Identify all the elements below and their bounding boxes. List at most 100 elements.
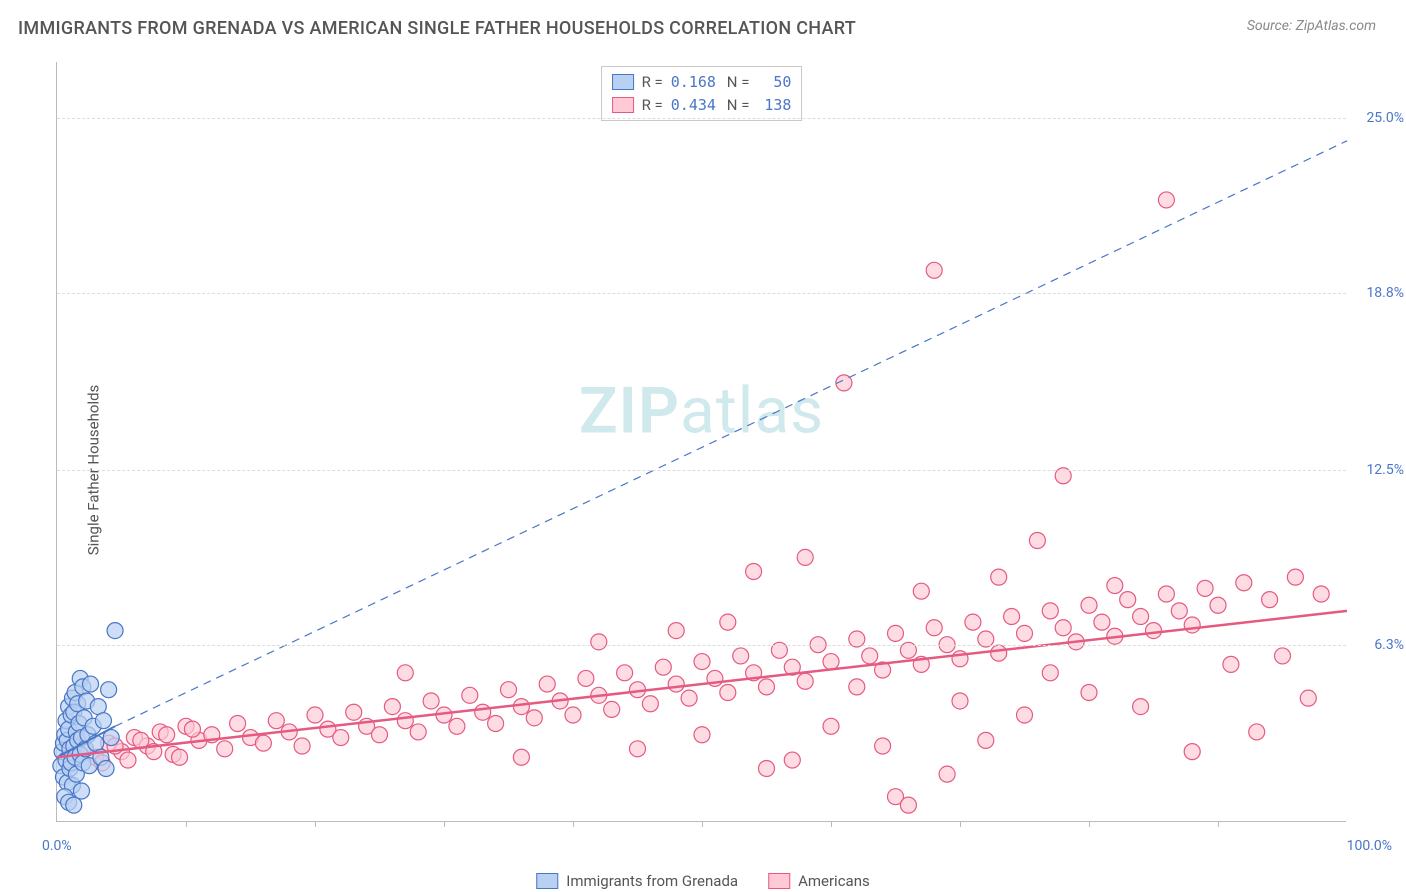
scatter-point-pink	[823, 654, 839, 670]
scatter-point-blue	[95, 713, 111, 729]
scatter-point-blue	[66, 797, 82, 813]
scatter-point-pink	[991, 645, 1007, 661]
scatter-point-pink	[888, 625, 904, 641]
scatter-point-pink	[694, 727, 710, 743]
x-axis-min-label: 0.0%	[42, 838, 72, 854]
source-prefix: Source:	[1247, 18, 1296, 34]
x-axis-max-label: 100.0%	[1347, 838, 1392, 854]
scatter-point-pink	[913, 583, 929, 599]
scatter-point-pink	[1223, 656, 1239, 672]
scatter-point-pink	[1133, 609, 1149, 625]
scatter-point-pink	[120, 752, 136, 768]
x-tick	[960, 821, 961, 827]
y-tick-label: 12.5%	[1354, 462, 1404, 478]
scatter-point-pink	[397, 665, 413, 681]
scatter-point-pink	[159, 727, 175, 743]
scatter-point-pink	[1042, 665, 1058, 681]
scatter-point-pink	[591, 634, 607, 650]
scatter-point-pink	[681, 690, 697, 706]
x-tick	[1089, 821, 1090, 827]
scatter-point-pink	[255, 735, 271, 751]
scatter-point-pink	[372, 727, 388, 743]
scatter-point-pink	[526, 710, 542, 726]
scatter-point-pink	[1197, 580, 1213, 596]
scatter-svg	[57, 62, 1347, 822]
scatter-point-pink	[1055, 620, 1071, 636]
gridline-h	[57, 645, 1346, 646]
scatter-point-pink	[965, 614, 981, 630]
gridline-h	[57, 118, 1346, 119]
scatter-point-pink	[875, 738, 891, 754]
plot-region: ZIPatlas R =0.168N =50R =0.434N =138 6.3…	[56, 62, 1346, 822]
scatter-point-pink	[1017, 625, 1033, 641]
scatter-point-pink	[268, 713, 284, 729]
scatter-point-pink	[1042, 603, 1058, 619]
legend-label: Americans	[798, 872, 870, 890]
scatter-point-pink	[952, 693, 968, 709]
scatter-point-pink	[1107, 578, 1123, 594]
scatter-point-pink	[733, 648, 749, 664]
scatter-point-pink	[694, 654, 710, 670]
scatter-point-pink	[346, 704, 362, 720]
scatter-point-pink	[184, 721, 200, 737]
scatter-point-pink	[1184, 617, 1200, 633]
scatter-point-pink	[410, 724, 426, 740]
scatter-point-pink	[1184, 744, 1200, 760]
legend-swatch	[536, 873, 558, 889]
x-tick	[831, 821, 832, 827]
scatter-point-blue	[98, 761, 114, 777]
scatter-point-pink	[668, 676, 684, 692]
scatter-point-pink	[1133, 699, 1149, 715]
scatter-point-pink	[604, 701, 620, 717]
scatter-point-pink	[720, 614, 736, 630]
scatter-point-pink	[1081, 685, 1097, 701]
scatter-point-pink	[849, 679, 865, 695]
scatter-point-pink	[823, 718, 839, 734]
scatter-point-pink	[900, 797, 916, 813]
scatter-point-pink	[449, 718, 465, 734]
legend-item: Americans	[768, 872, 870, 890]
scatter-point-pink	[630, 741, 646, 757]
scatter-point-pink	[1158, 192, 1174, 208]
chart-area: Single Father Households ZIPatlas R =0.1…	[0, 48, 1406, 892]
scatter-point-pink	[1120, 592, 1136, 608]
y-tick-label: 25.0%	[1354, 110, 1404, 126]
scatter-point-pink	[926, 620, 942, 636]
scatter-point-pink	[172, 749, 188, 765]
legend-swatch	[768, 873, 790, 889]
scatter-point-pink	[759, 679, 775, 695]
scatter-point-pink	[1004, 609, 1020, 625]
series-legend: Immigrants from Grenada Americans	[536, 872, 870, 890]
legend-label: Immigrants from Grenada	[566, 872, 738, 890]
scatter-point-pink	[759, 761, 775, 777]
x-tick	[573, 821, 574, 827]
scatter-point-pink	[423, 693, 439, 709]
source-attribution: Source: ZipAtlas.com	[1247, 18, 1376, 34]
scatter-point-pink	[1171, 603, 1187, 619]
scatter-point-pink	[797, 549, 813, 565]
scatter-point-pink	[668, 623, 684, 639]
x-tick	[444, 821, 445, 827]
scatter-point-blue	[101, 682, 117, 698]
scatter-point-pink	[384, 699, 400, 715]
scatter-point-pink	[1094, 614, 1110, 630]
legend-item: Immigrants from Grenada	[536, 872, 738, 890]
scatter-point-pink	[720, 685, 736, 701]
scatter-point-blue	[83, 676, 99, 692]
scatter-point-pink	[397, 713, 413, 729]
x-tick	[315, 821, 316, 827]
scatter-point-pink	[513, 749, 529, 765]
scatter-point-pink	[939, 766, 955, 782]
chart-title: IMMIGRANTS FROM GRENADA VS AMERICAN SING…	[18, 18, 856, 39]
scatter-point-pink	[1275, 648, 1291, 664]
scatter-point-pink	[1236, 575, 1252, 591]
scatter-point-pink	[655, 659, 671, 675]
scatter-point-pink	[230, 715, 246, 731]
scatter-point-pink	[333, 730, 349, 746]
scatter-point-pink	[642, 696, 658, 712]
scatter-point-pink	[1287, 569, 1303, 585]
scatter-point-pink	[501, 682, 517, 698]
gridline-h	[57, 470, 1346, 471]
scatter-point-pink	[294, 738, 310, 754]
scatter-point-pink	[539, 676, 555, 692]
